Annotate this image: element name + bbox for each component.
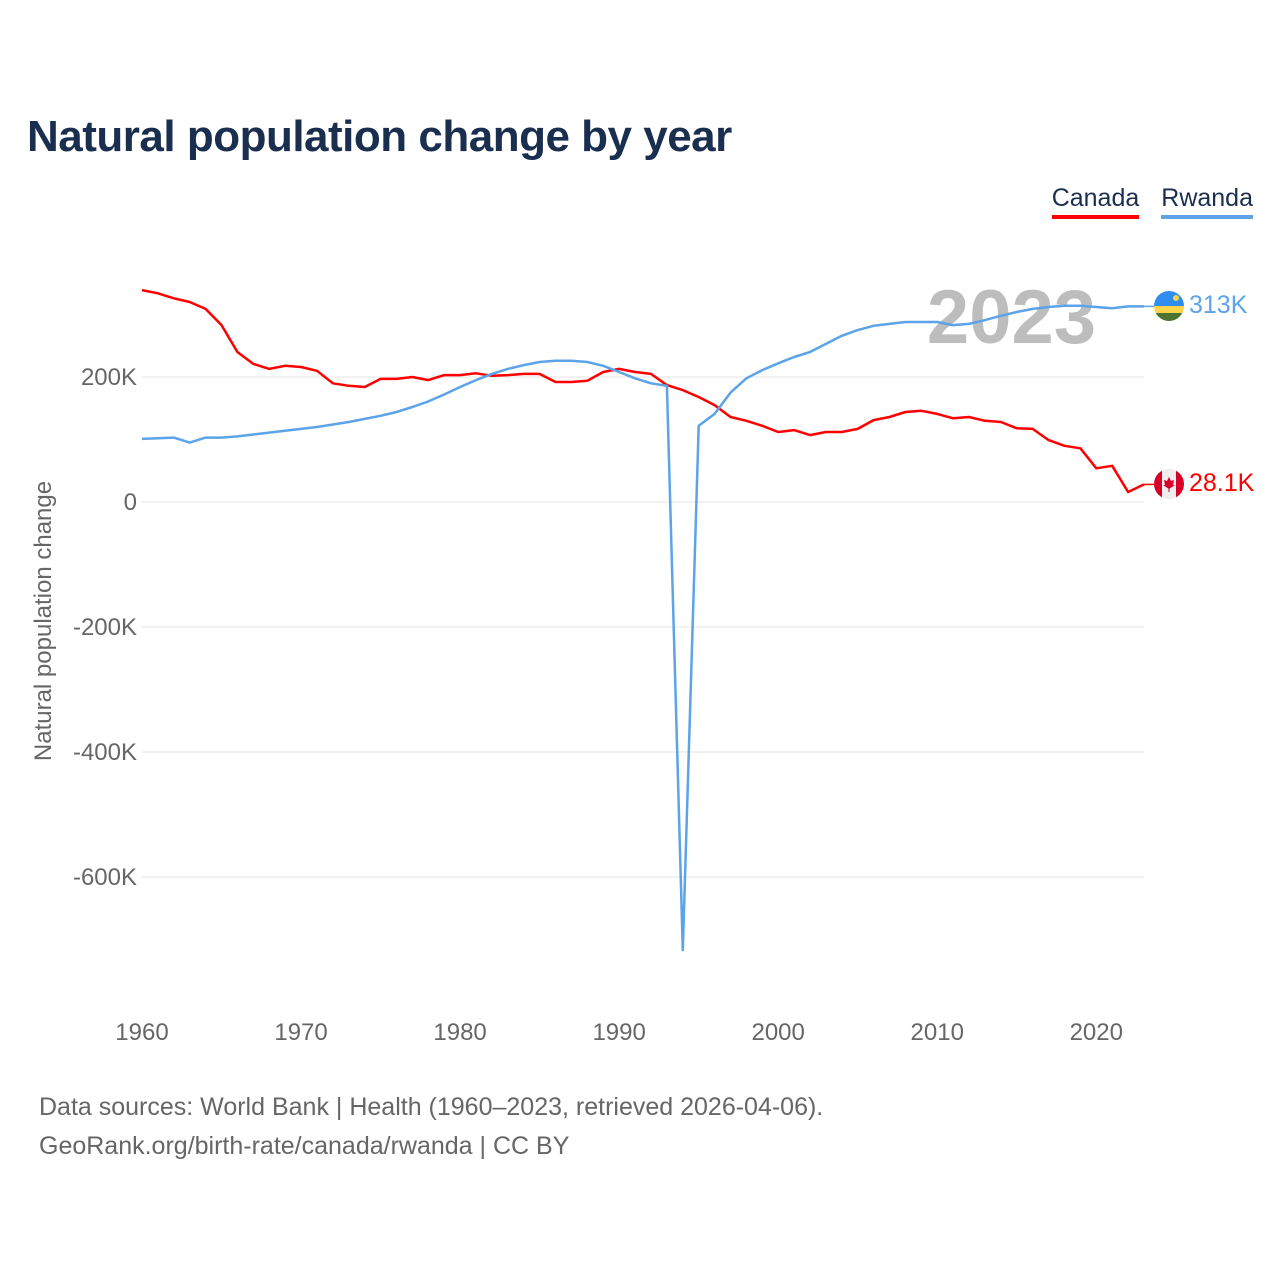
- x-tick-label: 2020: [1070, 1019, 1123, 1046]
- rwanda-flag-icon: [1154, 291, 1184, 321]
- legend-item-canada[interactable]: Canada: [1051, 184, 1140, 219]
- year-watermark: 2023: [927, 275, 1096, 360]
- chart-title: Natural population change by year: [27, 112, 732, 161]
- series-line-rwanda[interactable]: [141, 304, 1144, 952]
- legend-item-rwanda[interactable]: Rwanda: [1161, 184, 1253, 219]
- x-tick-label: 1980: [433, 1019, 486, 1046]
- legend: Canada Rwanda: [1051, 184, 1253, 219]
- rwanda-end-label: 313K: [1189, 291, 1248, 319]
- y-tick-label: 0: [124, 489, 137, 516]
- source-note: Data sources: World Bank | Health (1960–…: [39, 1088, 823, 1166]
- y-tick-label: -400K: [73, 739, 137, 766]
- x-tick-label: 1960: [115, 1019, 168, 1046]
- y-axis-label: Natural population change: [30, 481, 57, 761]
- x-tick-label: 2010: [911, 1019, 964, 1046]
- canada-end-label: 28.1K: [1189, 469, 1255, 497]
- x-tick-label: 1990: [592, 1019, 645, 1046]
- y-tick-label: -200K: [73, 614, 137, 641]
- x-tick-label: 1970: [274, 1019, 327, 1046]
- series-line-canada[interactable]: [141, 288, 1145, 494]
- x-tick-label: 2000: [751, 1019, 804, 1046]
- y-tick-label: -600K: [73, 864, 137, 891]
- source-line-1: Data sources: World Bank | Health (1960–…: [39, 1093, 824, 1121]
- source-line-2[interactable]: GeoRank.org/birth-rate/canada/rwanda | C…: [39, 1132, 570, 1160]
- y-tick-label: 200K: [81, 364, 137, 391]
- canada-flag-icon: [1154, 469, 1184, 499]
